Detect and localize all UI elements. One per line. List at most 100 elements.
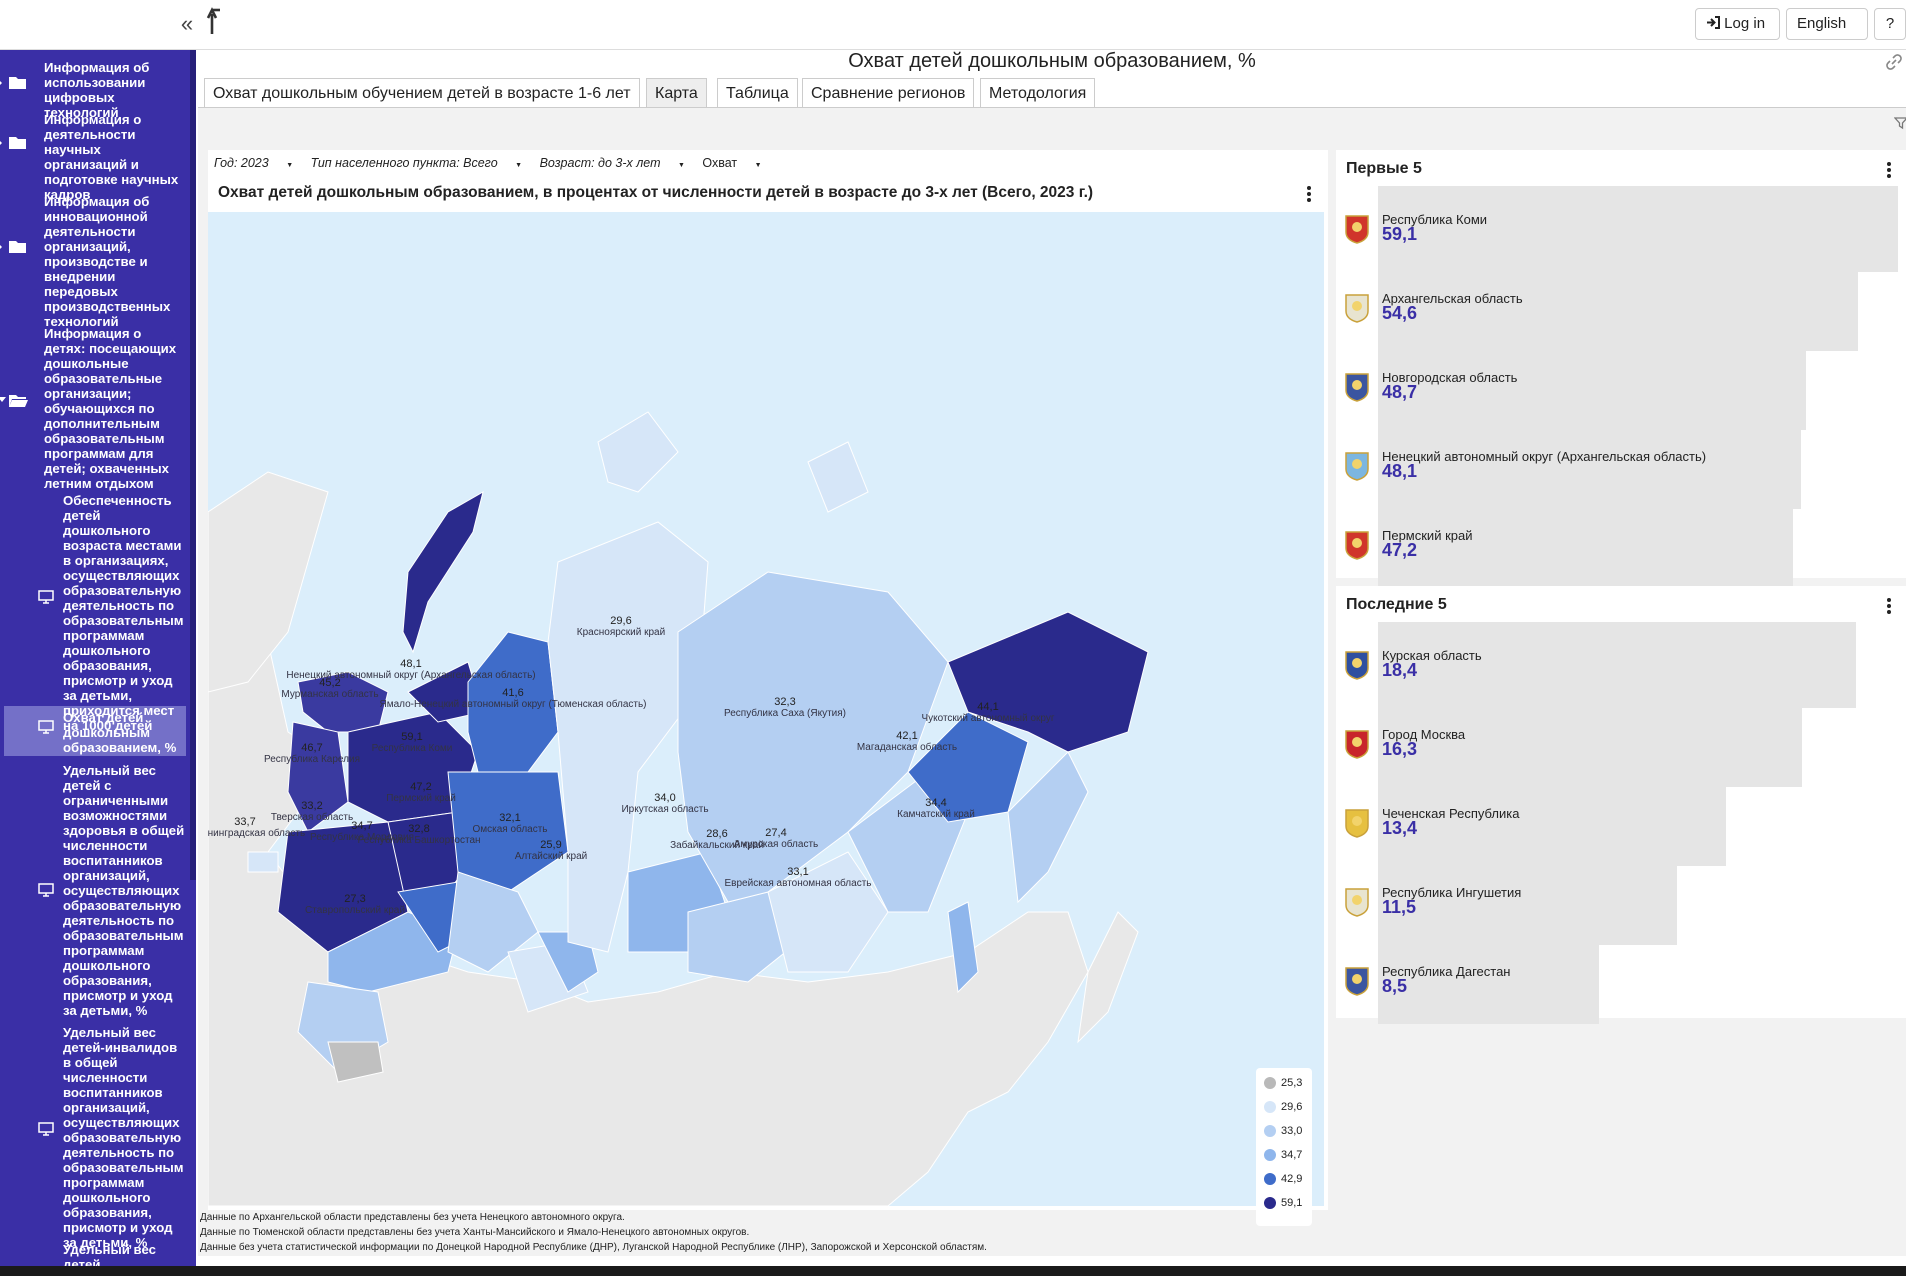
sidebar-subitem-more[interactable]: Удельный вес детей	[63, 1242, 187, 1266]
tab-map[interactable]: Карта	[646, 78, 707, 108]
region-name: Архангельская область	[1382, 291, 1523, 306]
tab-coverage-1-6[interactable]: Охват дошкольным обучением детей в возра…	[204, 78, 640, 108]
language-dropdown[interactable]: English ▼	[1786, 8, 1868, 60]
legend-value: 59,1	[1281, 1197, 1303, 1209]
footnote: Данные по Тюменской области представлены…	[200, 1227, 750, 1238]
region-name: Курская область	[1382, 648, 1482, 663]
sidebar-subitem-disabled-children[interactable]: Удельный вес детей-инвалидов в общей чис…	[38, 1025, 187, 1250]
main-content: Охват детей дошкольным образованием, % О…	[198, 50, 1906, 1266]
legend-item: 25,3	[1264, 1076, 1302, 1090]
ranking-bar[interactable]: Пермский край 47,2	[1378, 502, 1793, 588]
sidebar-item-children[interactable]: Информация о детях: посещающих дошкольны…	[0, 326, 184, 491]
ranking-bar[interactable]: Архангельская область 54,6	[1378, 265, 1858, 351]
region-name-label: Мурманская область	[281, 688, 378, 700]
bottom5-menu-icon[interactable]	[1886, 596, 1892, 616]
up-arrow-icon[interactable]	[206, 6, 232, 36]
ranking-bar[interactable]: Чеченская Республика 13,4	[1378, 780, 1726, 866]
filter-icon[interactable]	[1894, 116, 1906, 130]
region-value-label: 27,3	[344, 893, 365, 905]
region-name-label: Республика Мордовия	[310, 831, 414, 843]
sidebar-item-label: Информация о деятельности научных органи…	[44, 112, 179, 202]
region-value: 11,5	[1382, 897, 1417, 917]
tab-methodology[interactable]: Методология	[980, 78, 1096, 108]
tab-compare-regions[interactable]: Сравнение регионов	[802, 78, 975, 108]
region-name-label: Республика Карелия	[264, 753, 360, 765]
region-amur	[767, 851, 889, 973]
sidebar-subitem-places[interactable]: Обеспеченность детей дошкольного возраст…	[38, 493, 187, 733]
region-name: Город Москва	[1382, 727, 1466, 742]
filter-settlement-type[interactable]: Тип населенного пункта: Всего ▼	[311, 156, 522, 170]
legend-swatch	[1264, 1125, 1276, 1138]
ranking-bar[interactable]: Курская область 18,4	[1378, 622, 1856, 708]
region-value-label: 27,4	[765, 827, 786, 839]
region-name: Республика Ингушетия	[1382, 885, 1522, 900]
filter-bar: Год: 2023 ▼ Тип населенного пункта: Всег…	[214, 156, 776, 170]
page-title: Охват детей дошкольным образованием, %	[848, 50, 1256, 72]
region-value: 13,4	[1382, 818, 1418, 838]
help-button[interactable]: ?	[1874, 8, 1906, 40]
region-value: 54,6	[1382, 303, 1418, 323]
footnote: Данные по Архангельской области представ…	[200, 1212, 625, 1223]
filter-label: Возраст: до 3-х лет	[539, 156, 661, 170]
sidebar-item-science[interactable]: Информация о деятельности научных органи…	[0, 112, 184, 202]
collapse-sidebar-icon[interactable]: «	[180, 11, 194, 36]
region-value: 8,5	[1382, 976, 1408, 996]
region-value-label: 47,2	[410, 781, 431, 793]
sidebar-scrollbar[interactable]	[190, 50, 196, 880]
tab-label: Методология	[989, 85, 1087, 102]
region-name-label: Ямало-Ненецкий автономный округ (Тюменск…	[380, 698, 647, 710]
ranking-bar[interactable]: Республика Ингушетия 11,5	[1378, 859, 1677, 945]
ranking-bar[interactable]: Новгородская область 48,7	[1378, 344, 1806, 430]
login-button[interactable]: Log in	[1695, 8, 1780, 40]
region-value-label: 34,0	[654, 792, 675, 804]
language-label: English	[1797, 15, 1847, 32]
region-value-label: 32,8	[408, 823, 429, 835]
coat-of-arms-icon	[1344, 650, 1370, 680]
sign-in-icon	[1707, 16, 1720, 29]
sidebar-item-label: Охват детей дошкольным образованием, %	[63, 710, 177, 755]
sidebar-subitem-coverage[interactable]: Охват детей дошкольным образованием, %	[38, 710, 187, 755]
caret-down-icon: ▼	[754, 162, 762, 169]
sidebar-item-label: Удельный вес детей	[63, 1242, 156, 1266]
region-name: Пермский край	[1382, 528, 1473, 543]
ranking-bar[interactable]: Ненецкий автономный округ (Архангельская…	[1378, 423, 1801, 509]
legend-swatch	[1264, 1173, 1276, 1186]
top5-card: Первые 5 Республика Коми 59,1 Архангельска…	[1336, 150, 1906, 588]
link-icon[interactable]	[1886, 54, 1902, 70]
region-name-label: Амурская область	[734, 838, 818, 850]
region-value-label: 46,7	[301, 742, 322, 754]
filter-age[interactable]: Возраст: до 3-х лет ▼	[540, 156, 685, 170]
region-sakhalin	[947, 901, 979, 994]
top5-menu-icon[interactable]	[1886, 160, 1892, 180]
ranking-bar[interactable]: Город Москва 16,3	[1378, 701, 1802, 787]
legend-swatch	[1264, 1149, 1276, 1162]
map-menu-icon[interactable]	[1306, 184, 1312, 204]
sidebar-subitem-disabilities[interactable]: Удельный вес детей с ограниченными возмо…	[38, 763, 187, 1018]
sidebar-item-label: Информация об использовании цифровых тех…	[44, 60, 150, 120]
region-name-label: Камчатский край	[897, 809, 975, 820]
region-stavropol	[327, 1041, 384, 1083]
region-value-label: 25,9	[540, 839, 561, 851]
filter-label: Охват	[702, 156, 738, 170]
region-name-label: Республика Коми	[372, 742, 453, 754]
ranking-bar[interactable]: Республика Коми 59,1	[1378, 186, 1898, 272]
tab-label: Карта	[655, 85, 698, 102]
bottom5-card: Последние 5 Курская область 18,4 Город Мос…	[1336, 586, 1906, 1024]
region-yamal	[467, 631, 559, 773]
tab-table[interactable]: Таблица	[717, 78, 798, 108]
sidebar-item-innovation[interactable]: Информация об инновационной деятельности…	[0, 194, 184, 329]
filter-measure[interactable]: Охват ▼	[702, 156, 761, 170]
coat-of-arms-icon	[1344, 214, 1370, 244]
sidebar-item-digital-tech[interactable]: Информация об использовании цифровых тех…	[0, 60, 184, 120]
map-title: Охват детей дошкольным образованием, в п…	[218, 184, 1094, 201]
region-taimyr-islands	[597, 411, 679, 493]
region-value-label: 44,1	[977, 701, 998, 713]
ranking-bar[interactable]: Республика Дагестан 8,5	[1378, 938, 1599, 1024]
filter-year[interactable]: Год: 2023 ▼	[214, 156, 293, 170]
sidebar-item-label: Удельный вес детей с ограниченными возмо…	[63, 763, 185, 1018]
map-card: Год: 2023 ▼ Тип населенного пункта: Всег…	[208, 150, 1328, 1226]
region-value-label: 28,6	[706, 828, 727, 840]
login-label: Log in	[1724, 15, 1766, 32]
tab-label: Охват дошкольным обучением детей в возра…	[213, 85, 631, 102]
